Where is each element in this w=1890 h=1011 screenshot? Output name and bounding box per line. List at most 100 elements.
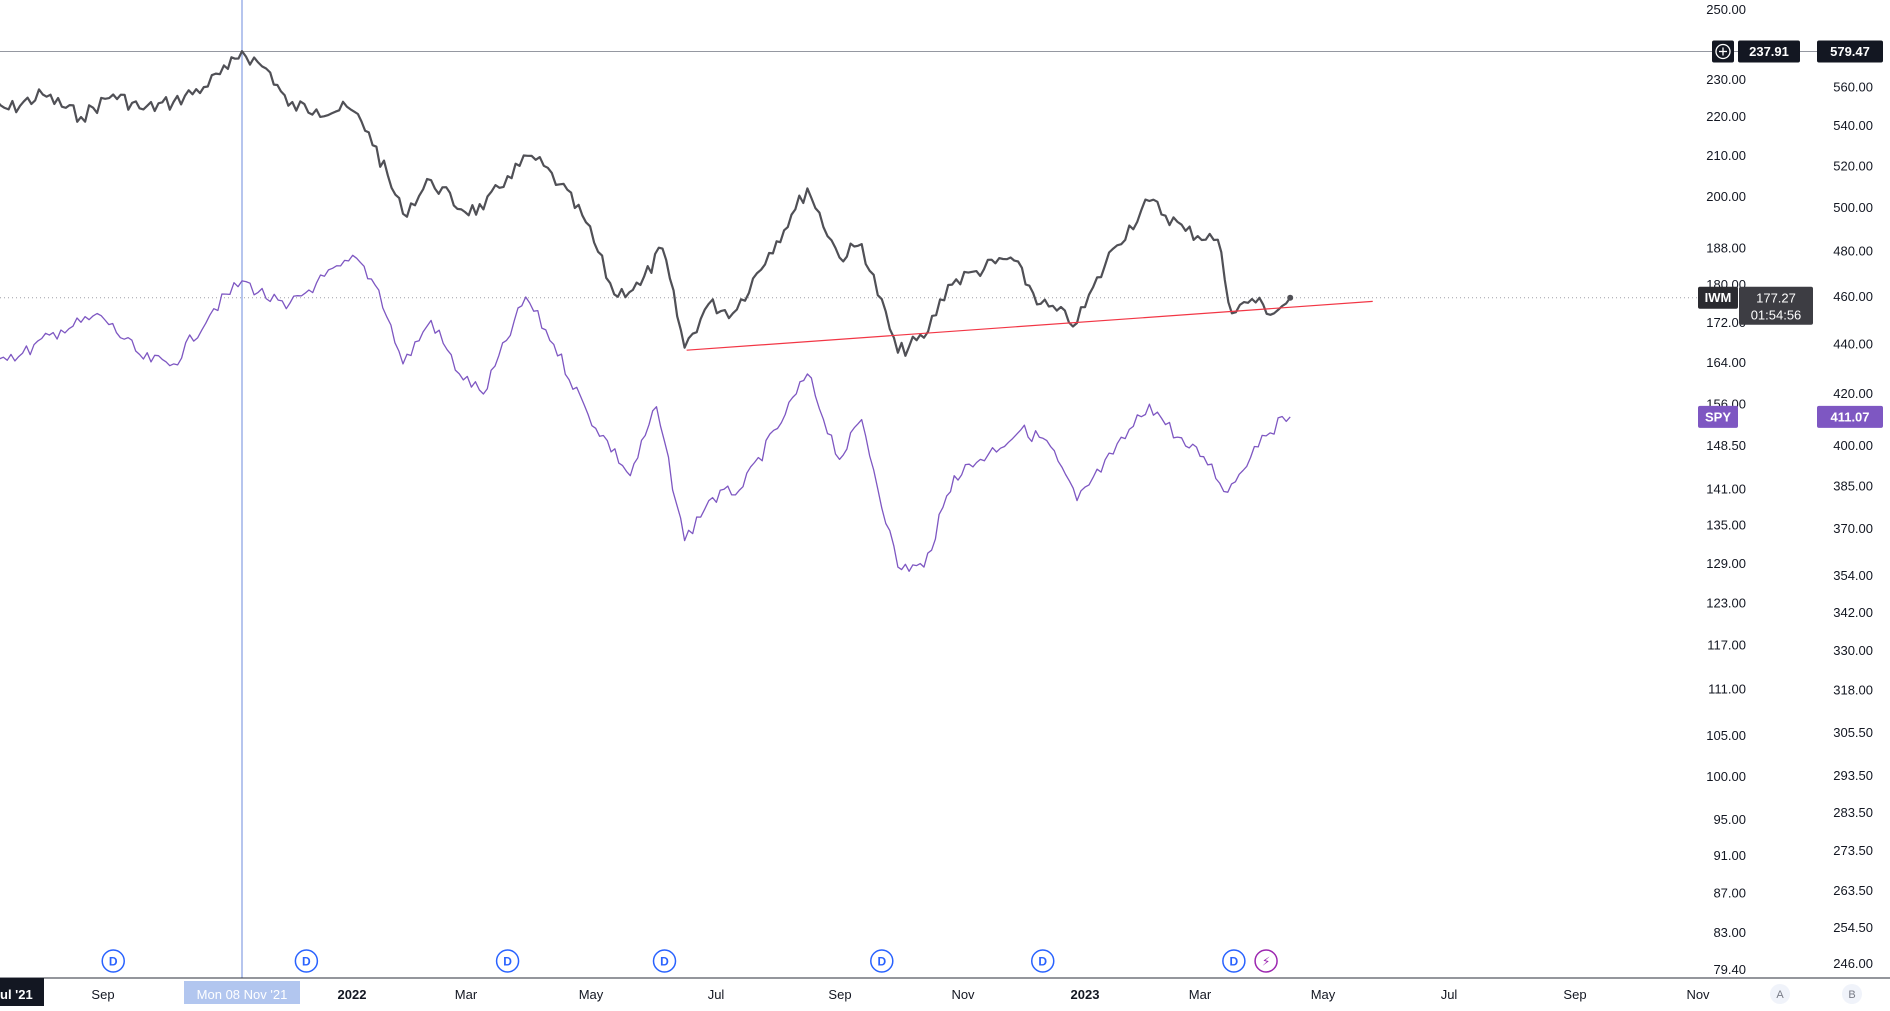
right-price-axis[interactable]: 560.00 540.00 520.00 500.00 480.00 460.00 440.… [1833,79,1873,971]
event-circle [294,949,319,973]
time-axis-tick: ul '21 [0,987,33,1002]
right-axis-tick: 254.50 [1833,920,1873,935]
time-axis-tick: Sep [91,987,114,1002]
right-axis-tick: 263.50 [1833,883,1873,898]
crosshair-date-bg [184,981,300,1004]
plus-icon-ring [1715,43,1731,60]
event-circle [1254,949,1278,973]
time-axis-tick: 2023 [1071,987,1100,1002]
iwm-last-price-label: 177.27 01:54:56 [1739,286,1813,325]
crosshair [0,0,1820,978]
iwm-last-price: 177.27 [1756,291,1796,306]
series-last-point-iwm [1287,294,1294,301]
event-label: D [503,955,512,969]
dividend-event-icon[interactable]: D [495,949,520,973]
right-axis-tick: 440.00 [1833,336,1873,351]
add-plus-icon[interactable] [1712,40,1734,63]
left-axis-tick: 117.00 [1707,638,1746,653]
series-lines [0,50,1294,572]
time-axis-tick: Mar [1189,987,1212,1002]
time-axis-start-label: ul '21 [0,978,44,1006]
crosshair-right-value: 579.47 [1817,40,1883,63]
right-axis-tick: 283.50 [1833,805,1873,820]
spy-last-price-bg [1817,405,1883,428]
dividend-event-icon[interactable]: D [1030,949,1055,973]
event-markers[interactable]: D D D D D D D ⚡ [101,949,1278,973]
left-price-axis[interactable]: 250.00230.00220.00210.00200.00188.00180.… [1706,2,1746,977]
scale-button-b[interactable]: B [1842,984,1862,1004]
crosshair-date-text: Mon 08 Nov '21 [197,987,288,1002]
left-axis-tick: 210.00 [1706,148,1746,163]
right-axis-tick: 273.50 [1833,843,1873,858]
time-axis-tick: Mar [455,987,478,1002]
scale-button-bg [1842,984,1862,1004]
time-axis-tick: Sep [828,987,851,1002]
left-axis-tick: 200.00 [1706,189,1746,204]
right-axis-tick: 460.00 [1833,289,1873,304]
right-axis-tick: 370.00 [1833,521,1873,536]
left-axis-tick: 172.00 [1706,315,1746,330]
right-axis-tick: 354.00 [1833,568,1873,583]
left-axis-tick: 79.40 [1713,962,1746,977]
series-line-spy [0,254,1291,572]
left-axis-tick: 91.00 [1713,848,1746,863]
iwm-countdown: 01:54:56 [1751,308,1802,323]
time-axis-tick: May [579,987,604,1002]
dividend-event-icon[interactable]: D [294,949,319,973]
dividend-event-icon[interactable]: D [101,949,125,973]
left-axis-tick: 230.00 [1706,72,1746,87]
left-axis-tick: 164.00 [1706,355,1746,370]
left-axis-tick: 250.00 [1706,2,1746,17]
left-axis-tick: 87.00 [1713,885,1746,900]
crosshair-left-value-text: 237.91 [1749,44,1789,59]
event-circle [495,949,520,973]
right-axis-tick: 420.00 [1833,386,1873,401]
series-line-iwm [0,50,1292,357]
event-circle [1222,949,1246,973]
dividend-event-icon[interactable]: D [870,949,894,973]
iwm-symbol-tag-text: IWM [1705,290,1732,305]
iwm-price-bg [1739,286,1813,325]
left-axis-tick: 123.00 [1706,596,1746,611]
event-circle [1030,949,1055,973]
spy-symbol-tag-text: SPY [1705,409,1731,424]
crosshair-left-value-bg [1738,40,1800,63]
left-axis-tick: 188.00 [1706,241,1746,256]
time-axis-tick: Jul [1441,987,1458,1002]
left-axis-tick: 111.00 [1708,682,1746,697]
crosshair-right-value-bg [1817,40,1883,63]
event-label: D [302,955,311,969]
event-label: ⚡ [1262,955,1270,969]
right-axis-tick: 500.00 [1833,200,1873,215]
earnings-event-icon[interactable]: ⚡ [1254,949,1278,973]
scale-button-a[interactable]: A [1770,984,1790,1004]
right-axis-tick: 385.00 [1833,479,1873,494]
right-axis-tick: 318.00 [1833,682,1873,697]
left-axis-tick: 141.00 [1706,481,1746,496]
scale-button-label: B [1848,989,1855,1001]
left-axis-tick: 129.00 [1706,556,1746,571]
event-circle [870,949,894,973]
time-axis-tick: Sep [1563,987,1586,1002]
dividend-event-icon[interactable]: D [1222,949,1246,973]
left-axis-tick: 100.00 [1706,769,1746,784]
event-label: D [109,955,118,969]
event-label: D [877,955,886,969]
event-label: D [1038,955,1047,969]
dividend-event-icon[interactable]: D [652,949,677,973]
left-axis-tick: 135.00 [1706,518,1746,533]
right-axis-tick: 540.00 [1833,118,1873,133]
trendline-segment[interactable] [686,300,1373,351]
left-axis-tick: 95.00 [1713,812,1746,827]
time-axis-tick: Nov [1686,987,1710,1002]
spy-last-price-text: 411.07 [1830,409,1869,424]
time-axis-tick: Nov [951,987,975,1002]
time-axis[interactable]: ul '21 Sep 2022 Mar May Jul Sep Nov 2023 Mar May Ju… [0,977,1890,1006]
event-label: D [660,955,669,969]
spy-last-price: 411.07 [1817,405,1883,428]
trendline[interactable] [686,300,1373,351]
right-axis-tick: 520.00 [1833,158,1873,173]
right-axis-tick: 342.00 [1833,605,1873,620]
